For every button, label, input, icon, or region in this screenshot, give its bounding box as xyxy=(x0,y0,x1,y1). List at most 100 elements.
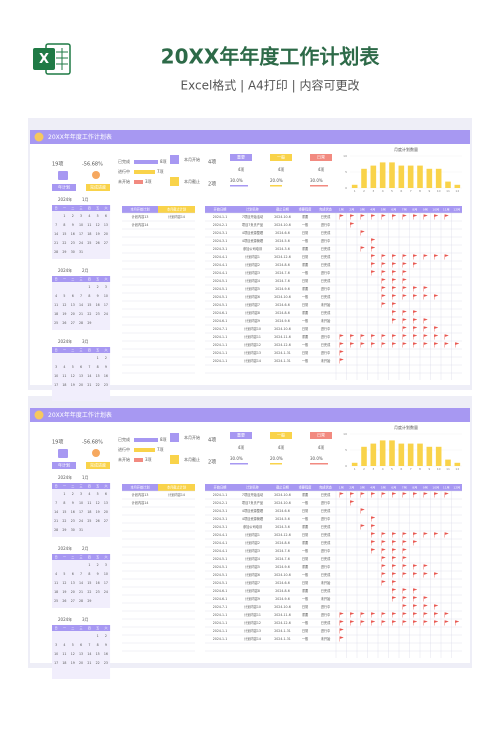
gantt-flag xyxy=(339,358,344,364)
table-cell: 4项目资源整理 xyxy=(242,230,264,235)
gantt-flag xyxy=(423,326,428,332)
table-cell: 计划内容1 xyxy=(245,532,260,537)
gantt-flag xyxy=(423,214,428,220)
table-cell: 已完成 xyxy=(321,620,331,625)
chart-title: 月度计划数量 xyxy=(394,146,418,152)
calendar-day: 4 xyxy=(63,643,65,647)
table-cell: 计划内容4 xyxy=(245,278,260,283)
calendar-day: 6 xyxy=(80,643,82,647)
table-cell: 日常 xyxy=(302,326,308,331)
table-cell: 2024-10-6 xyxy=(274,215,291,219)
calendar-day: 15 xyxy=(87,303,91,307)
calendar-day: 4 xyxy=(88,492,90,496)
gantt-flag xyxy=(423,572,428,578)
calendar-day: 4 xyxy=(88,214,90,218)
table-cell: 2024-3-6 xyxy=(275,247,289,251)
table-cell: 2024-9-6 xyxy=(275,597,289,601)
button[interactable] xyxy=(86,184,110,191)
side-header xyxy=(122,484,158,491)
table-cell: 计划内容8 xyxy=(245,588,260,593)
button[interactable] xyxy=(86,462,110,469)
gantt-flag xyxy=(381,548,386,554)
calendar-day: 11 xyxy=(87,223,91,227)
gantt-flag xyxy=(434,492,439,498)
priority-tag xyxy=(310,432,332,439)
gantt-flag xyxy=(413,342,418,348)
table-cell: 2024-6-6 xyxy=(275,581,289,585)
calendar-day: 15 xyxy=(96,374,100,378)
gantt-flag xyxy=(381,556,386,562)
table-cell: 2024-1-31 xyxy=(274,359,291,363)
table-cell: 重要 xyxy=(302,310,309,315)
table-cell: 2024-1-1 xyxy=(213,621,227,625)
weekday: 五 xyxy=(96,555,99,559)
calendar-day: 4 xyxy=(55,572,57,576)
bar xyxy=(351,184,358,188)
table-cell: 2024-1-1 xyxy=(213,637,227,641)
calendar-day: 11 xyxy=(87,501,91,505)
gantt-flag xyxy=(371,214,376,220)
x-tick-label: 12 xyxy=(455,189,459,193)
table-cell: 计划内容5 xyxy=(245,286,260,291)
status-bar xyxy=(134,160,158,164)
calendar-month: 3月 xyxy=(82,617,89,622)
bar xyxy=(379,162,386,188)
y-tick-label: 0 xyxy=(345,186,347,190)
table-cell: 2024-5-1 xyxy=(213,303,227,307)
svg-text:X: X xyxy=(39,52,49,67)
priority-label: 日常 xyxy=(317,154,325,160)
table-cell: 重要 xyxy=(302,588,309,593)
gantt-flag xyxy=(423,294,428,300)
calendar-month: 2月 xyxy=(82,546,89,551)
table-cell: 日常 xyxy=(302,350,308,355)
gantt-flag xyxy=(402,278,407,284)
calendar-day: 16 xyxy=(104,374,108,378)
calendar-day: 29 xyxy=(87,321,91,325)
weekday: 六 xyxy=(104,205,107,210)
button[interactable] xyxy=(52,184,76,191)
calendar-day: 16 xyxy=(71,510,75,514)
gantt-flag xyxy=(360,620,365,626)
gantt-flag xyxy=(350,334,355,340)
table-cell: 参加公司培训 xyxy=(243,524,262,529)
gantt-flag xyxy=(339,350,344,356)
table-header-label: 重要程度 xyxy=(299,207,313,212)
gantt-flag xyxy=(381,564,386,570)
calendar-day: 3 xyxy=(105,563,107,567)
calendar-day: 10 xyxy=(79,223,83,227)
weekday: 二 xyxy=(71,277,74,281)
table-cell: 7项目开始活动 xyxy=(242,214,263,219)
button[interactable] xyxy=(52,462,76,469)
table-cell: 进行中 xyxy=(321,604,331,609)
gantt-flag xyxy=(423,334,428,340)
calendar-day: 2 xyxy=(72,214,74,218)
table-cell: 进行中 xyxy=(321,286,331,291)
calendar-day: 2 xyxy=(97,285,99,289)
weekday: 六 xyxy=(104,347,107,352)
table-cell: 2024-7-6 xyxy=(275,549,289,553)
month-header: 5月 xyxy=(381,486,386,490)
calendar-day: 23 xyxy=(96,590,100,594)
gantt-flag xyxy=(392,342,397,348)
gantt-flag xyxy=(350,214,355,220)
weekday: 五 xyxy=(96,348,99,352)
bar xyxy=(370,165,377,188)
gantt-flag xyxy=(392,580,397,586)
calendar-day: 7 xyxy=(88,365,90,369)
calendar-year: 2024年 xyxy=(58,338,72,344)
gantt-flag xyxy=(402,556,407,562)
table-cell: 进行中 xyxy=(321,270,331,275)
table-cell: 计划内容6 xyxy=(245,572,260,577)
table-cell: 2024-7-1 xyxy=(213,327,227,331)
table-cell: 2024-5-1 xyxy=(213,573,227,577)
calendar-day: 13 xyxy=(104,501,108,505)
calendar-day: 16 xyxy=(71,232,75,236)
weekday: 日 xyxy=(55,348,58,352)
gantt-flag xyxy=(350,492,355,498)
weekday: 五 xyxy=(96,484,99,488)
gantt-flag xyxy=(371,532,376,538)
gantt-flag xyxy=(413,612,418,618)
calendar-day: 19 xyxy=(96,510,100,514)
icon xyxy=(58,449,68,458)
gantt-flag xyxy=(371,246,376,252)
